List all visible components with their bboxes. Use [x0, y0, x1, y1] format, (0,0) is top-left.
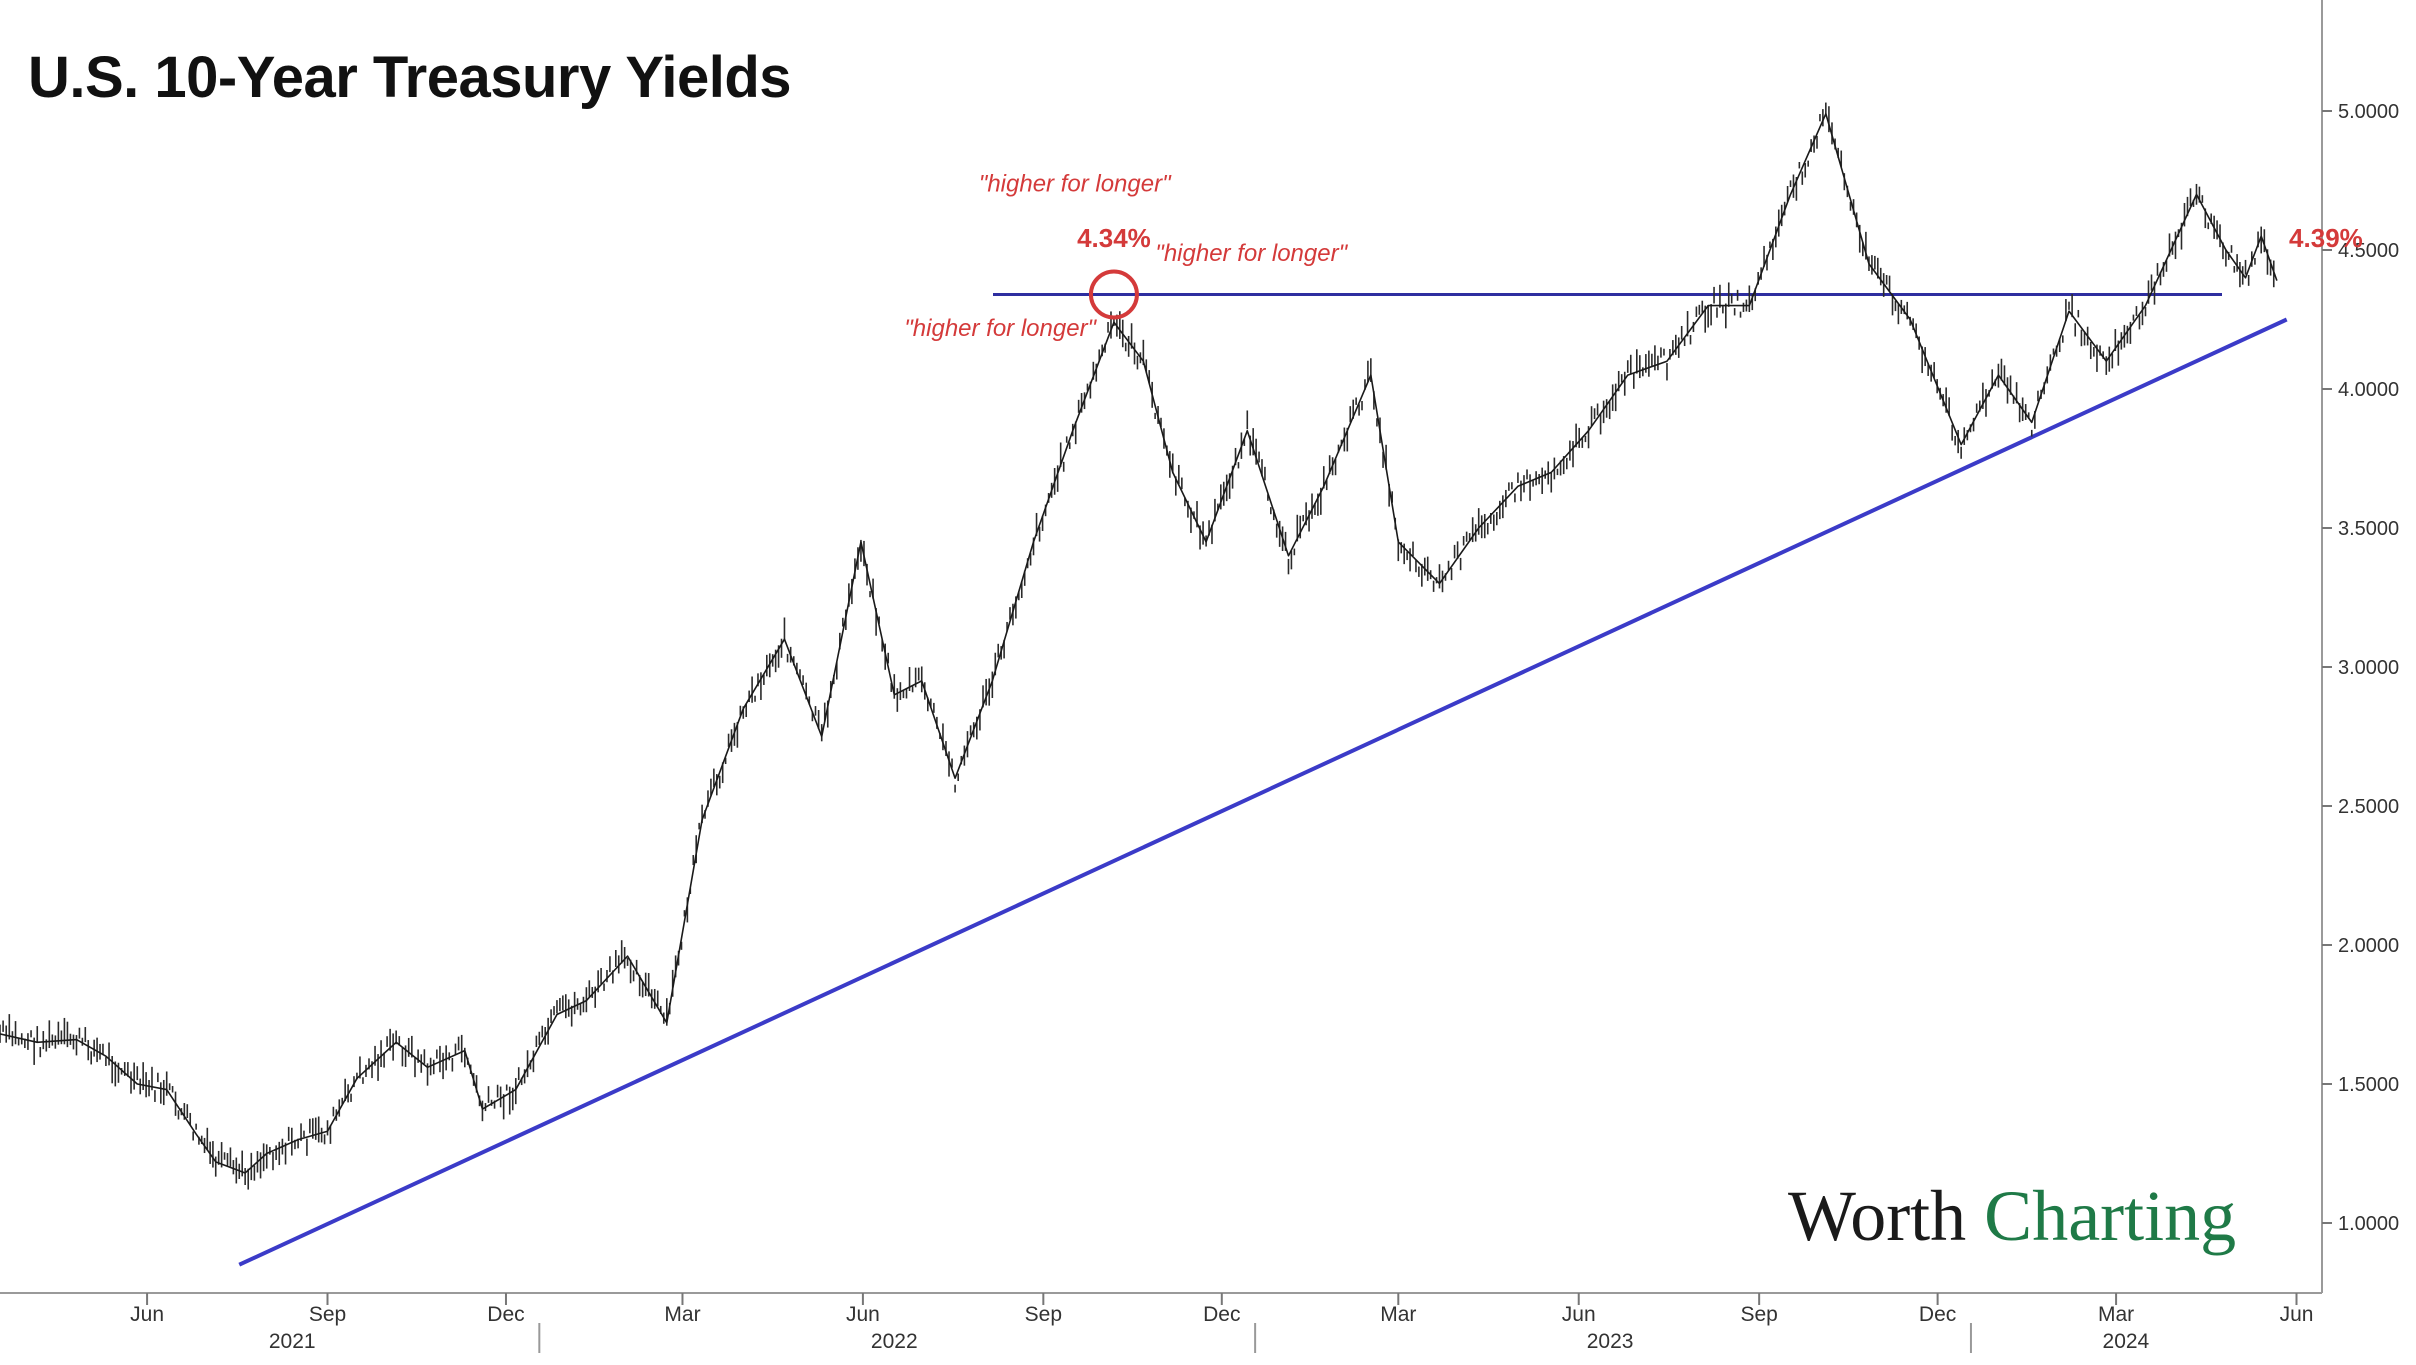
logo-part-worth: Worth: [1788, 1176, 1967, 1256]
x-tick-label: Sep: [1740, 1303, 1777, 1326]
x-year-label: 2022: [871, 1330, 918, 1353]
y-tick-label: 5.0000: [2338, 101, 2399, 123]
x-tick-label: Mar: [664, 1303, 700, 1326]
y-tick-label: 4.0000: [2338, 379, 2399, 401]
higher-for-longer-annotation: "higher for longer": [904, 315, 1097, 342]
yield-series-line: [0, 112, 2278, 1174]
logo-part-charting: Charting: [1984, 1176, 2237, 1256]
y-tick-label: 4.5000: [2338, 240, 2399, 262]
x-tick-label: Mar: [1380, 1303, 1416, 1326]
x-year-label: 2021: [269, 1330, 316, 1353]
y-tick-label: 3.5000: [2338, 518, 2399, 540]
trend-support-line: [238, 317, 2288, 1267]
x-tick-label: Sep: [1025, 1303, 1062, 1326]
y-tick-label: 2.5000: [2338, 796, 2399, 818]
x-tick-label: Jun: [2280, 1303, 2314, 1326]
chart-title: U.S. 10-Year Treasury Yields: [28, 45, 792, 110]
peak-highlight-circle: [1088, 269, 1139, 320]
higher-for-longer-annotation: "higher for longer": [979, 171, 1172, 198]
x-tick-label: Mar: [2098, 1303, 2134, 1326]
x-tick-label: Jun: [130, 1303, 164, 1326]
x-tick-label: Dec: [487, 1303, 524, 1326]
higher-for-longer-annotation: "higher for longer": [1155, 240, 1348, 267]
x-year-label: 2024: [2103, 1330, 2150, 1353]
x-tick-label: Jun: [846, 1303, 880, 1326]
x-tick-label: Dec: [1919, 1303, 1956, 1326]
value-annotation: 4.39%: [2289, 223, 2363, 253]
y-tick-label: 1.0000: [2338, 1213, 2399, 1235]
x-tick-label: Sep: [309, 1303, 346, 1326]
x-year-label: 2023: [1587, 1330, 1634, 1353]
x-tick-label: Jun: [1562, 1303, 1596, 1326]
x-tick-label: Dec: [1203, 1303, 1240, 1326]
y-tick-label: 3.0000: [2338, 657, 2399, 679]
y-tick-label: 1.5000: [2338, 1074, 2399, 1096]
worth-charting-logo: Worth Charting: [1788, 1175, 2236, 1258]
y-tick-label: 2.0000: [2338, 935, 2399, 957]
value-annotation: 4.34%: [1077, 223, 1151, 253]
